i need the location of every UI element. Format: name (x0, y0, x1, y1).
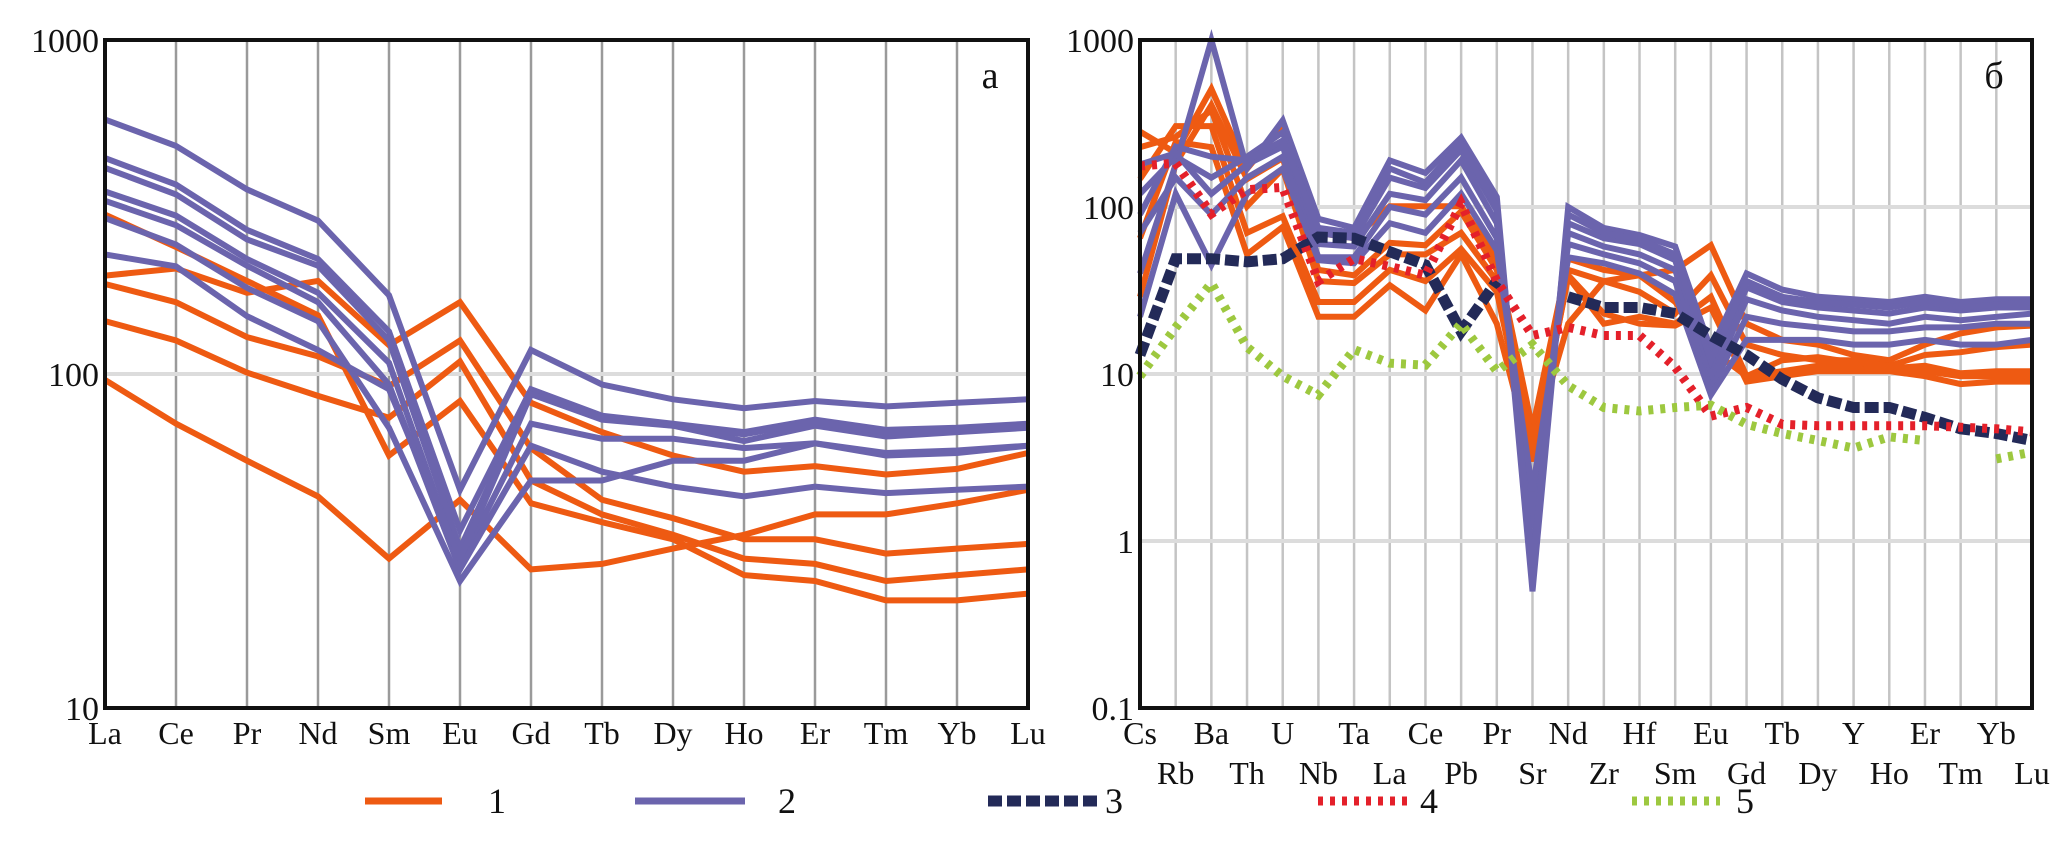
x-tick-label: Rb (1157, 755, 1194, 791)
x-tick-label: Y (1842, 715, 1865, 751)
series-line-group-1 (104, 318, 1029, 585)
y-tick-label: 0.1 (1092, 691, 1135, 728)
x-tick-label: Hf (1623, 715, 1657, 751)
series-line-group-2 (104, 197, 1029, 577)
x-tick-label: Tb (1764, 715, 1800, 751)
x-tick-label: Cs (1123, 715, 1157, 751)
series-line-group-4 (1139, 158, 2033, 437)
x-tick-label: Pb (1444, 755, 1478, 791)
y-tick-label: 1 (1117, 524, 1134, 561)
x-tick-label: Ho (724, 715, 763, 751)
x-tick-label: Lu (2014, 755, 2050, 791)
x-tick-label: Sm (1654, 755, 1697, 791)
legend-label: 5 (1736, 781, 1754, 821)
x-tick-label: Nd (1549, 715, 1588, 751)
series-line-group-2 (103, 215, 1029, 587)
legend-label: 2 (778, 781, 796, 821)
y-tick-label: 1000 (1066, 23, 1134, 60)
x-tick-label: Dy (653, 715, 692, 751)
x-tick-label: Tb (584, 715, 620, 751)
x-tick-label: Pr (1483, 715, 1512, 751)
x-tick-label: Dy (1798, 755, 1837, 791)
y-tick-label: 100 (48, 357, 99, 394)
x-tick-label: Gd (511, 715, 550, 751)
x-tick-label: Ho (1870, 755, 1909, 791)
x-tick-label: Lu (1010, 715, 1046, 751)
x-tick-label: Tm (864, 715, 909, 751)
y-tick-label: 10 (65, 691, 99, 728)
y-tick-label: 100 (1083, 190, 1134, 227)
x-tick-label: Ce (1408, 715, 1444, 751)
series-line-group-2 (103, 116, 1029, 498)
x-tick-label: Gd (1727, 755, 1766, 791)
x-tick-label: Sm (368, 715, 411, 751)
series-line-group-2 (1137, 28, 2032, 592)
plot-frame (1138, 38, 2034, 710)
x-tick-label: Eu (442, 715, 478, 751)
x-tick-label: Eu (1693, 715, 1729, 751)
x-tick-label: Er (800, 715, 831, 751)
series-line-group-1 (1137, 138, 2032, 463)
series-line-group-2 (104, 251, 1029, 567)
legend-label: 4 (1420, 781, 1438, 821)
series-line-group-2 (104, 188, 1029, 572)
series-line-group-1 (103, 377, 1029, 573)
series-line-group-2 (1137, 136, 2033, 568)
series-line-group-3 (1134, 231, 2034, 446)
legend: 1 2 3 4 5 (365, 781, 1754, 821)
y-tick-label: 1000 (31, 23, 99, 60)
series-line-group-2 (1139, 142, 2033, 529)
y-tick-label: 10 (1100, 357, 1134, 394)
x-tick-label: U (1271, 715, 1294, 751)
x-tick-label: Sr (1518, 755, 1547, 791)
x-tick-label: La (1373, 755, 1407, 791)
x-tick-label: Ba (1194, 715, 1230, 751)
x-tick-label: Zr (1589, 755, 1620, 791)
series-line-group-1 (104, 281, 1029, 557)
series-line-group-2 (1137, 152, 2032, 512)
x-tick-label: Er (1910, 715, 1941, 751)
series-line-group-5 (1136, 275, 2033, 464)
x-tick-label: Yb (1977, 715, 2016, 751)
x-tick-label: La (88, 715, 122, 751)
x-tick-label: Yb (937, 715, 976, 751)
x-tick-label: Pr (233, 715, 262, 751)
panel-label: а (982, 55, 999, 97)
series-line-group-2 (1137, 163, 2033, 492)
plot-frame (103, 38, 1030, 710)
panel-label: б (1984, 55, 2003, 97)
x-tick-label: Ta (1338, 715, 1370, 751)
x-tick-label: Tm (1938, 755, 1983, 791)
series-line-group-1 (103, 211, 1029, 604)
x-tick-label: Ce (158, 715, 194, 751)
x-tick-label: Nd (298, 715, 337, 751)
legend-label: 3 (1105, 781, 1123, 821)
x-tick-label: Nb (1299, 755, 1338, 791)
x-tick-label: Th (1229, 755, 1265, 791)
legend-label: 1 (488, 781, 506, 821)
